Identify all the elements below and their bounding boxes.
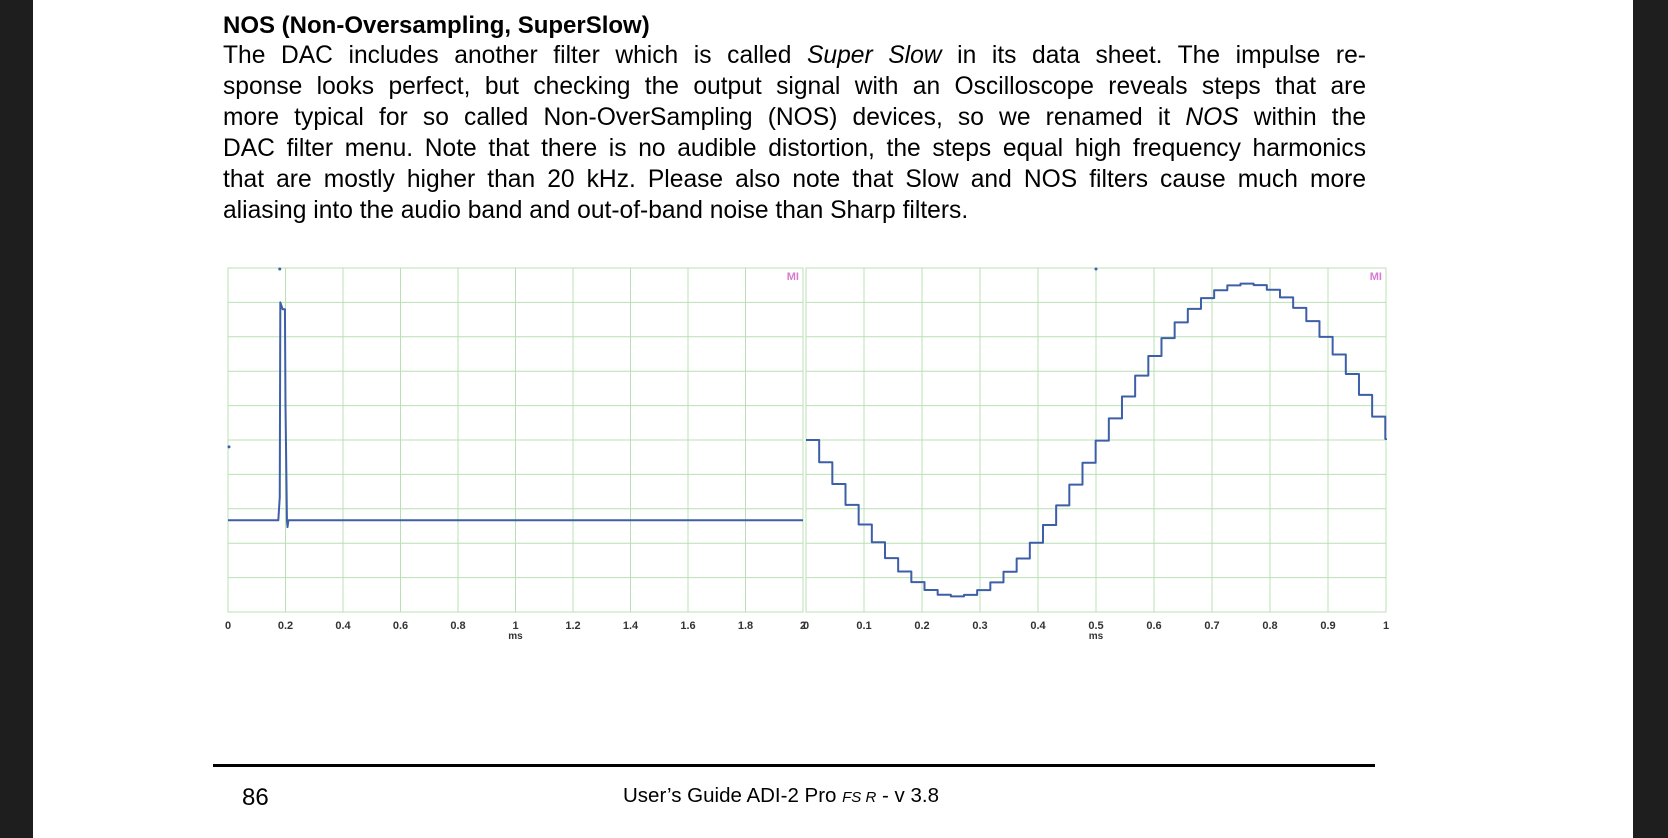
filter-name-emphasis: Super Slow [807, 42, 942, 69]
document-page: NOS (Non-Oversampling, SuperSlow) The DA… [33, 0, 1633, 838]
x-tick-label: 0.9 [1320, 620, 1335, 632]
footer-title-fs: FS R [842, 789, 877, 806]
x-tick-label: 0.2 [914, 620, 929, 632]
x-tick-label: 0.6 [1146, 620, 1161, 632]
x-tick-label: 0.3 [972, 620, 987, 632]
x-tick-label: 0.4 [335, 620, 351, 632]
x-tick-label: 0.1 [856, 620, 871, 632]
paragraph-text: The DAC includes another filter which is… [223, 42, 808, 69]
x-tick-label: 0.4 [1030, 620, 1046, 632]
footer-title: User’s Guide ADI-2 Pro FS R - v 3.8 [623, 784, 939, 808]
paragraph-line-1: The DAC includes another filter which is… [223, 40, 1366, 71]
footer-title-main: User’s Guide ADI-2 Pro [623, 784, 843, 807]
trigger-marker [1094, 267, 1098, 271]
paragraph-text: in its data sheet. The impulse re- [941, 42, 1366, 69]
series-line [806, 282, 1387, 598]
x-tick-label: 1 [1383, 620, 1389, 632]
series-line [228, 301, 803, 529]
paragraph-text: more typical for so called Non-OverSampl… [223, 104, 1186, 131]
paragraph-line-2: sponse looks perfect, but checking the o… [223, 73, 1366, 100]
x-unit-label: ms [508, 631, 523, 642]
paragraph-line-5: that are mostly higher than 20 kHz. Plea… [223, 166, 1366, 193]
x-tick-label: 0.5 [1088, 620, 1103, 632]
paragraph-line-3: more typical for so called Non-OverSampl… [223, 102, 1366, 133]
footer-divider [213, 764, 1375, 767]
level-marker [227, 445, 231, 449]
x-unit-label: ms [1089, 631, 1104, 642]
x-tick-label: 0 [803, 620, 809, 632]
x-tick-label: 2 [800, 620, 806, 632]
x-tick-label: 1.2 [565, 620, 580, 632]
nos-sine-chart: 0 0.1 0.2 0.3 0.4 0.5 0.6 0.7 0.8 0.9 1 ms MI [803, 267, 1389, 642]
page-number: 86 [242, 784, 269, 811]
corner-label: MI [787, 271, 799, 283]
paragraph-text: within the [1238, 104, 1366, 131]
impulse-response-chart: 0 0.2 0.4 0.6 0.8 1 1.2 1.4 1.6 1.8 2 ms MI [225, 267, 806, 642]
x-tick-label: 1.8 [738, 620, 753, 632]
nos-emphasis: NOS [1185, 104, 1239, 131]
x-tick-label: 0.8 [450, 620, 465, 632]
x-tick-label: 0 [225, 620, 231, 632]
footer-title-version: - v 3.8 [876, 784, 939, 807]
x-tick-label: 0.2 [278, 620, 293, 632]
x-tick-label: 1 [512, 620, 518, 632]
x-tick-label: 1.4 [623, 620, 639, 632]
x-tick-label: 0.7 [1204, 620, 1219, 632]
x-tick-label: 1.6 [680, 620, 695, 632]
x-tick-label: 0.6 [393, 620, 408, 632]
paragraph-line-6: aliasing into the audio band and out-of-… [223, 197, 969, 224]
section-heading: NOS (Non-Oversampling, SuperSlow) [223, 12, 650, 39]
x-tick-label: 0.8 [1262, 620, 1277, 632]
corner-label: MI [1370, 271, 1382, 283]
trigger-marker [278, 267, 282, 271]
paragraph-line-4: DAC filter menu. Note that there is no a… [223, 135, 1366, 162]
